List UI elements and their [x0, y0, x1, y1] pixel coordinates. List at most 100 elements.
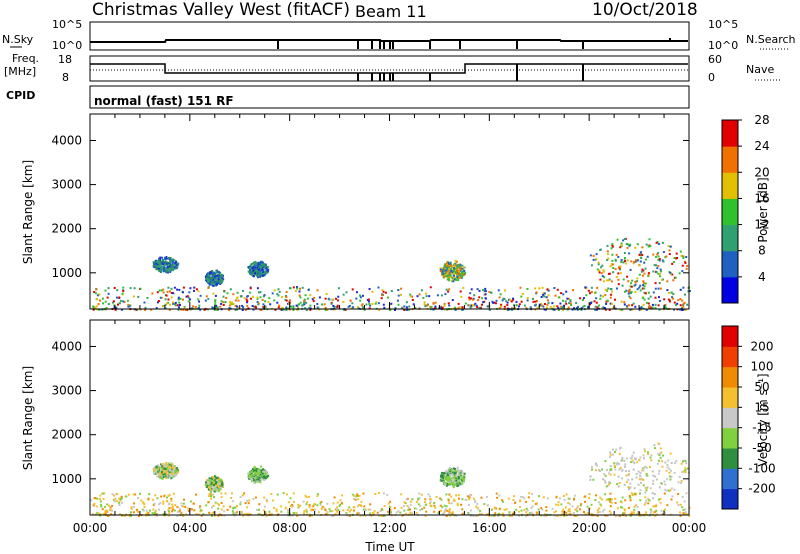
echo-cell	[253, 470, 255, 473]
echo-cell	[251, 295, 254, 298]
echo-cell	[157, 300, 160, 302]
echo-cell	[631, 493, 634, 496]
echo-cell	[615, 448, 618, 451]
echo-cell	[514, 511, 516, 514]
echo-cell	[476, 502, 479, 505]
echo-cell	[167, 462, 170, 465]
echo-cell	[171, 267, 174, 270]
echo-cell	[570, 303, 572, 306]
echo-cell	[460, 276, 463, 279]
echo-cell	[604, 460, 607, 463]
echo-cell	[171, 463, 174, 466]
echo-cell	[492, 301, 495, 304]
echo-cell	[545, 509, 548, 512]
echo-cell	[211, 282, 214, 285]
echo-cell	[649, 295, 652, 298]
colorbar-swatch	[722, 427, 738, 449]
echo-cell	[629, 486, 632, 489]
echo-cell	[668, 467, 671, 470]
echo-cell	[404, 502, 407, 505]
echo-cell	[449, 477, 452, 480]
echo-cell	[425, 304, 428, 307]
echo-cell	[252, 480, 255, 483]
echo-cell	[648, 238, 651, 241]
echo-cell	[277, 306, 280, 309]
echo-cell	[638, 474, 641, 477]
echo-cell	[502, 500, 504, 503]
echo-cell	[675, 460, 678, 462]
echo-cell	[456, 467, 459, 470]
echo-cell	[595, 494, 597, 497]
echo-cell	[336, 510, 339, 513]
echo-cell	[170, 292, 173, 294]
echo-cell	[598, 511, 601, 513]
echo-cell	[452, 486, 455, 489]
y-tick-label: 1000	[51, 472, 82, 486]
echo-cell	[609, 497, 612, 500]
echo-cell	[615, 253, 618, 256]
echo-cell	[162, 476, 165, 478]
echo-cell	[204, 276, 207, 279]
echo-cell	[459, 473, 461, 476]
echo-cell	[379, 514, 382, 517]
echo-cell	[243, 513, 246, 516]
echo-cell	[644, 491, 647, 494]
echo-cell	[247, 502, 250, 505]
echo-cell	[611, 253, 614, 256]
echo-cell	[171, 503, 174, 506]
echo-cell	[281, 296, 283, 299]
echo-cell	[127, 493, 130, 496]
echo-cell	[295, 512, 298, 514]
echo-cell	[620, 242, 623, 245]
echo-cell	[155, 469, 158, 472]
echo-cell	[440, 479, 443, 482]
echo-cell	[576, 505, 579, 508]
echo-cell	[218, 479, 221, 482]
echo-cell	[399, 511, 402, 514]
echo-cell	[409, 295, 412, 298]
echo-cell	[546, 306, 548, 309]
echo-cell	[451, 279, 454, 282]
echo-cell	[606, 259, 609, 261]
echo-cell	[317, 306, 320, 309]
echo-cell	[681, 506, 684, 509]
echo-cell	[364, 514, 367, 517]
echo-cell	[107, 504, 110, 507]
echo-cell	[199, 510, 202, 513]
echo-cell	[634, 305, 637, 308]
echo-cell	[165, 464, 168, 466]
echo-cell	[641, 287, 644, 290]
echo-cell	[198, 304, 201, 307]
echo-cell	[505, 508, 508, 511]
echo-cell	[266, 500, 268, 503]
echo-cell	[684, 508, 687, 511]
echo-cell	[603, 479, 606, 482]
echo-cell	[140, 499, 143, 502]
echo-cell	[262, 303, 265, 306]
echo-cell	[634, 260, 637, 263]
echo-cell	[597, 511, 599, 514]
echo-cell	[325, 293, 328, 295]
echo-cell	[684, 293, 686, 296]
echo-cell	[449, 276, 452, 279]
echo-cell	[506, 301, 509, 304]
echo-cell	[641, 274, 644, 277]
echo-cell	[670, 475, 673, 478]
echo-cell	[136, 309, 139, 311]
echo-cell	[312, 300, 315, 303]
echo-cell	[687, 467, 690, 470]
echo-cell	[177, 471, 180, 474]
echo-cell	[442, 479, 445, 482]
echo-cell	[568, 497, 571, 500]
echo-cell	[172, 471, 175, 474]
echo-cell	[397, 289, 400, 291]
echo-cell	[660, 451, 663, 454]
echo-cell	[608, 510, 611, 513]
echo-cell	[192, 305, 195, 308]
echo-cell	[285, 308, 288, 311]
echo-cell	[206, 280, 209, 283]
echo-cell	[214, 479, 217, 482]
echo-cell	[643, 272, 646, 275]
echo-cell	[174, 474, 177, 477]
echo-cell	[252, 472, 255, 475]
